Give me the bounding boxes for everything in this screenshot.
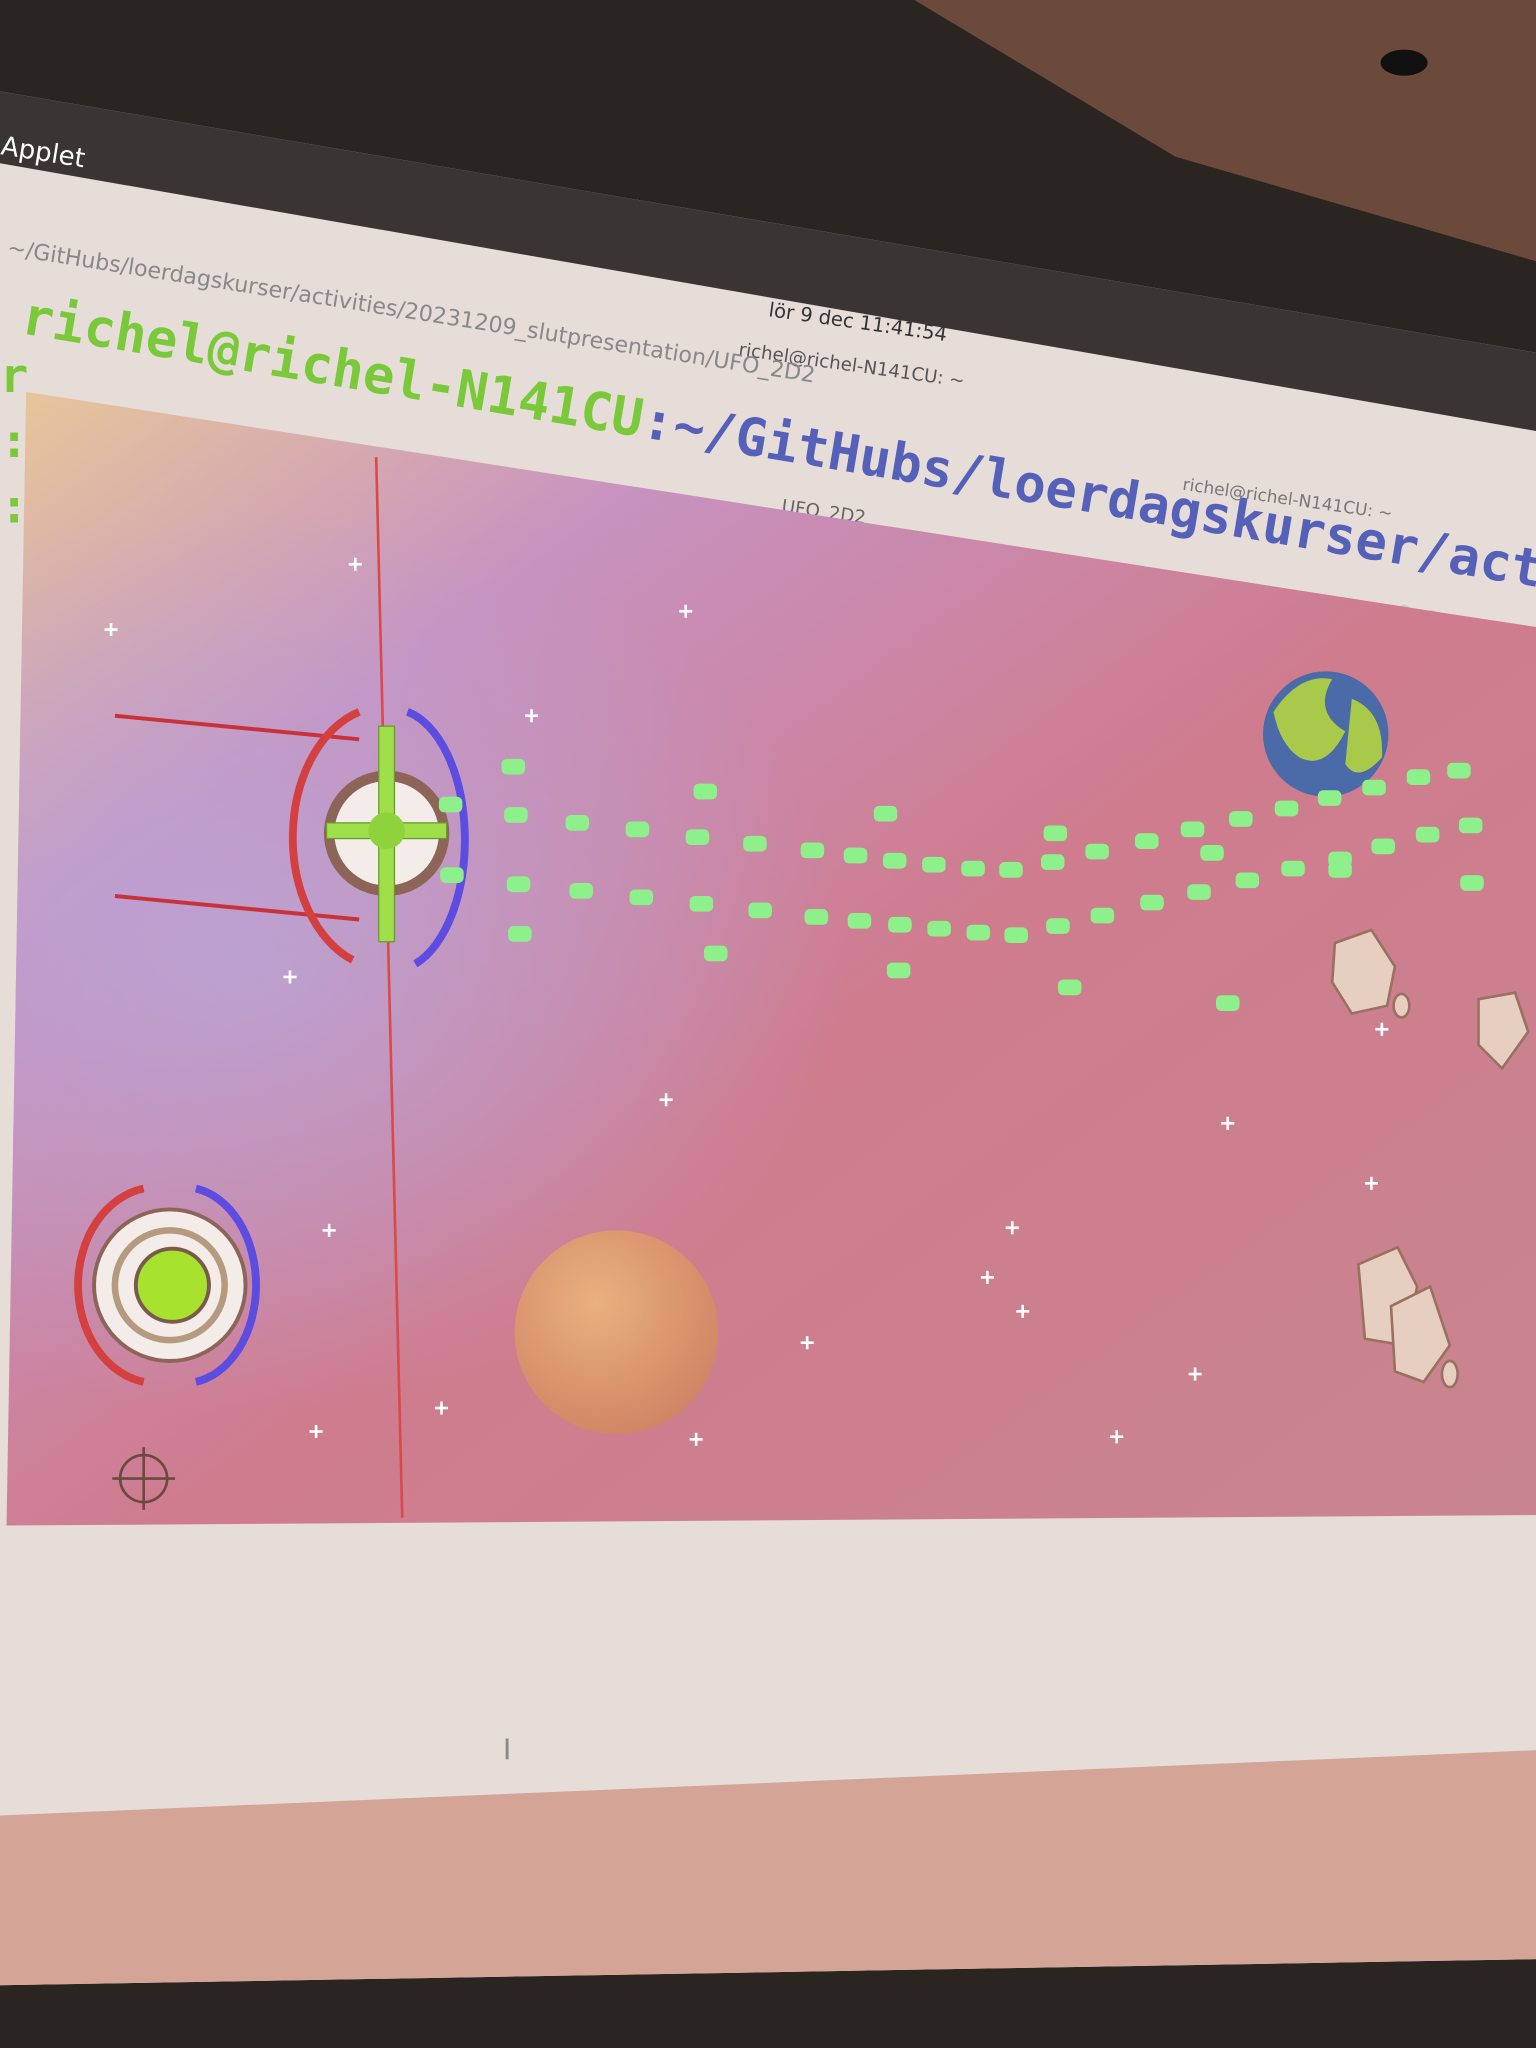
bullet [1447, 762, 1471, 779]
mars [514, 1230, 719, 1435]
terminal-fragment: : [0, 479, 28, 534]
bullet [1043, 825, 1068, 842]
bullet [961, 860, 985, 877]
laser-beam [114, 894, 360, 922]
nebula [6, 391, 1536, 1526]
bullet [800, 842, 825, 859]
bullet [743, 835, 767, 852]
bullet [1362, 779, 1386, 796]
laser-beam [374, 457, 404, 1518]
bullet [501, 758, 526, 775]
bullet [438, 796, 463, 813]
bullet [506, 876, 531, 893]
bullet [1135, 833, 1159, 849]
bullet [1229, 811, 1253, 827]
bullet [748, 902, 772, 919]
bullet [843, 847, 868, 864]
bullet [625, 821, 650, 838]
terminal-fragment: r [0, 349, 28, 404]
bullet [1140, 894, 1164, 911]
ceiling-fixture [1380, 49, 1428, 76]
bullet [922, 856, 946, 873]
bullet [888, 916, 912, 933]
bullet [873, 805, 898, 822]
bullet [1090, 907, 1115, 924]
game-area [6, 391, 1536, 1526]
stars [104, 557, 1389, 1446]
bullet [1460, 875, 1484, 891]
bullet [1371, 838, 1395, 855]
ufo-icon [74, 1184, 260, 1386]
bullet [1040, 854, 1065, 870]
bullet [693, 783, 718, 800]
bullet [927, 920, 951, 937]
bullet [704, 945, 728, 962]
bullet [508, 926, 532, 942]
player-ufo [288, 708, 469, 968]
bullets [438, 758, 1484, 1011]
bullet [1458, 817, 1483, 834]
bullet [689, 896, 714, 912]
bullet [966, 924, 991, 941]
bullet [886, 962, 911, 979]
bullet [1406, 769, 1431, 785]
bullet [804, 909, 829, 925]
bullet [1281, 860, 1305, 877]
bullet [1180, 821, 1205, 838]
bullet [1187, 884, 1211, 900]
bullet [1415, 826, 1440, 843]
mouse-cursor: I [503, 1732, 511, 1766]
bullet [1085, 843, 1109, 860]
asteroids [1330, 928, 1530, 1389]
bullet [1046, 918, 1070, 934]
top-bar [0, 91, 1536, 432]
bullet [1216, 995, 1240, 1011]
bullet [1235, 872, 1260, 889]
screen-bottom [0, 1750, 1536, 1986]
bullet [629, 889, 654, 906]
bullet [1328, 862, 1352, 878]
bullet [1317, 790, 1342, 806]
terminal-fragment: : [0, 414, 28, 469]
bullet [1274, 800, 1299, 817]
earth-land [1273, 678, 1383, 773]
bullet [999, 862, 1023, 878]
bullet [1057, 979, 1082, 996]
ceiling [914, 0, 1536, 262]
bullet [847, 912, 872, 929]
bullet [882, 852, 907, 869]
bullet [440, 867, 464, 883]
bullet [1200, 845, 1224, 861]
bullet [504, 807, 528, 823]
laser-beam [114, 713, 360, 742]
bullet [685, 829, 710, 846]
bullet [569, 882, 593, 899]
bullet [1004, 927, 1028, 944]
crosshair[interactable] [112, 1447, 176, 1510]
bullet [565, 815, 590, 831]
